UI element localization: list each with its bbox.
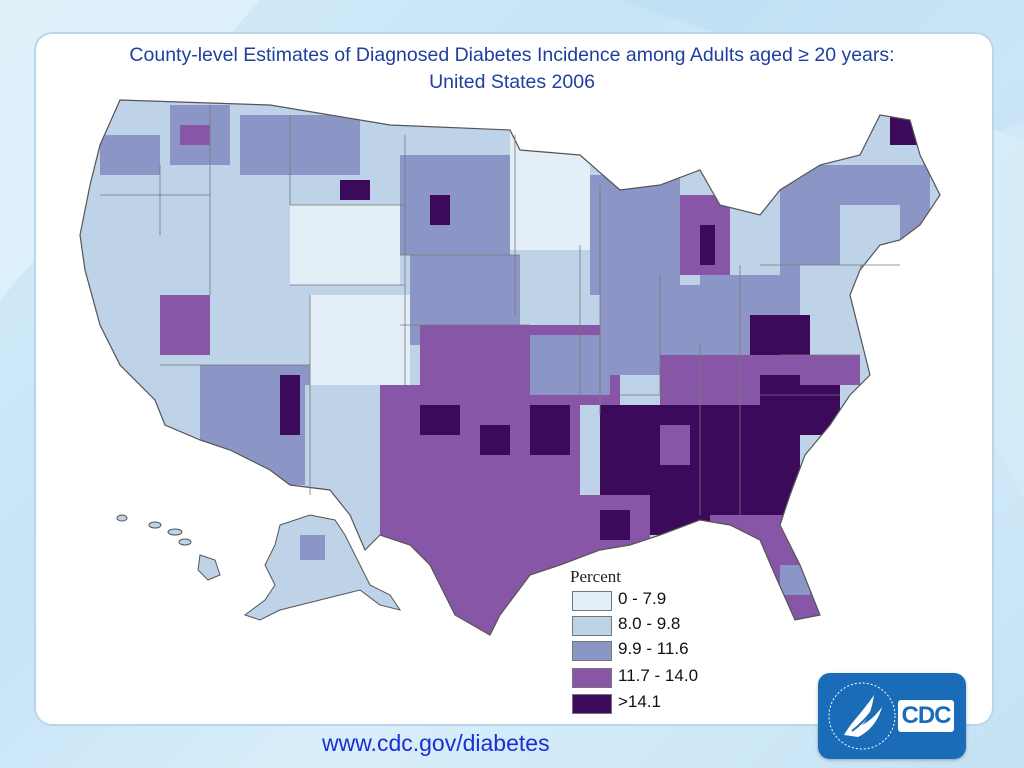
alaska xyxy=(243,514,402,621)
conus-outline xyxy=(79,99,941,636)
legend-label: 8.0 - 9.8 xyxy=(618,614,681,633)
legend-swatch xyxy=(572,668,612,688)
legend-label: 9.9 - 11.6 xyxy=(618,639,689,658)
cdc-logo: CDC xyxy=(818,673,966,759)
cdc-wordmark: CDC xyxy=(898,700,954,732)
legend-label: 11.7 - 14.0 xyxy=(618,666,699,685)
hawaii xyxy=(116,514,221,581)
legend-label: 0 - 7.9 xyxy=(618,589,667,608)
hhs-eagle-icon xyxy=(828,682,896,750)
legend-swatch xyxy=(572,694,612,714)
cdc-diabetes-link[interactable]: www.cdc.gov/diabetes xyxy=(322,730,550,756)
legend-swatch xyxy=(572,591,612,611)
cdc-text: CDC xyxy=(901,702,952,729)
state-borders xyxy=(100,105,900,515)
title-line-2: United States 2006 xyxy=(429,71,595,93)
slide-title: County-level Estimates of Diagnosed Diab… xyxy=(34,42,990,96)
legend-swatch xyxy=(572,641,612,661)
conus-fill xyxy=(80,100,940,635)
legend-title: Percent xyxy=(570,567,621,586)
legend-label: >14.1 xyxy=(618,692,662,711)
us-county-map xyxy=(79,99,941,636)
title-line-1: County-level Estimates of Diagnosed Diab… xyxy=(129,44,895,66)
legend-swatch xyxy=(572,616,612,636)
